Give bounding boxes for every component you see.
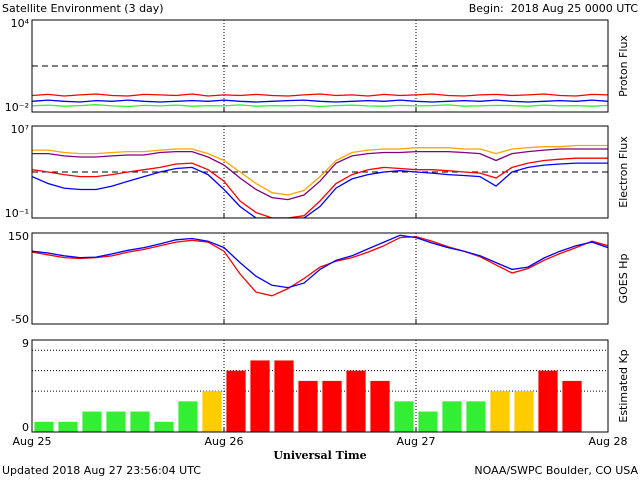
panel-frame [31,339,609,433]
series-line [32,162,608,218]
series-line [32,234,608,289]
x-tick-label: Aug 28 [589,435,628,448]
bar [538,370,558,432]
y-tick-label: 10⁷ [11,123,29,136]
y-tick-label: 10⁻¹ [5,207,29,220]
y-tick-label: 9 [22,337,29,350]
panel-frame [31,232,609,325]
bar [394,401,414,432]
plot-area [32,20,608,112]
series-line [32,148,608,201]
y-axis-label: GOES Hp [617,254,630,304]
bar [154,421,174,432]
series-line [32,235,608,297]
credit-label: NOAA/SWPC Boulder, CO USA [474,464,638,477]
bar [562,380,582,432]
bar [34,421,54,432]
y-axis-label: Proton Flux [617,35,630,97]
bar [490,391,510,432]
bar [250,360,270,432]
bar [82,411,102,432]
plot-area [32,126,608,218]
bar [514,391,534,432]
panel-frame [31,19,609,113]
bar [178,401,198,432]
x-tick-label: Aug 27 [397,435,436,448]
bar [130,411,150,432]
plot-area [32,233,608,324]
x-tick-label: Aug 26 [205,435,244,448]
bar [106,411,126,432]
y-tick-label: 0 [22,421,29,434]
series-line [32,93,608,97]
panel-frame [31,125,609,219]
bar [442,401,462,432]
chart-title: Satellite Environment (3 day) [2,2,164,15]
y-tick-label: -50 [11,313,29,326]
bar [418,411,438,432]
y-tick-label: 10⁴ [11,17,30,30]
y-tick-label: 150 [8,230,29,243]
bar [298,380,318,432]
bar [226,370,246,432]
bar [346,370,366,432]
series-line [32,144,608,196]
plot-area [32,340,608,432]
bar [202,391,222,432]
bar [370,380,390,432]
updated-label: Updated 2018 Aug 27 23:56:04 UTC [2,464,201,477]
x-tick-label: Aug 25 [13,435,52,448]
series-line [32,104,608,108]
bar [322,380,342,432]
y-tick-label: 10⁻² [5,101,29,114]
series-line [32,99,608,103]
series-line [32,157,608,218]
y-axis-label: Estimated Kp [617,349,630,422]
bar [466,401,486,432]
begin-label: Begin: 2018 Aug 25 0000 UTC [469,2,639,15]
x-axis-label: Universal Time [273,449,366,462]
bar [58,421,78,432]
y-axis-label: Electron Flux [617,136,630,208]
bar [274,360,294,432]
